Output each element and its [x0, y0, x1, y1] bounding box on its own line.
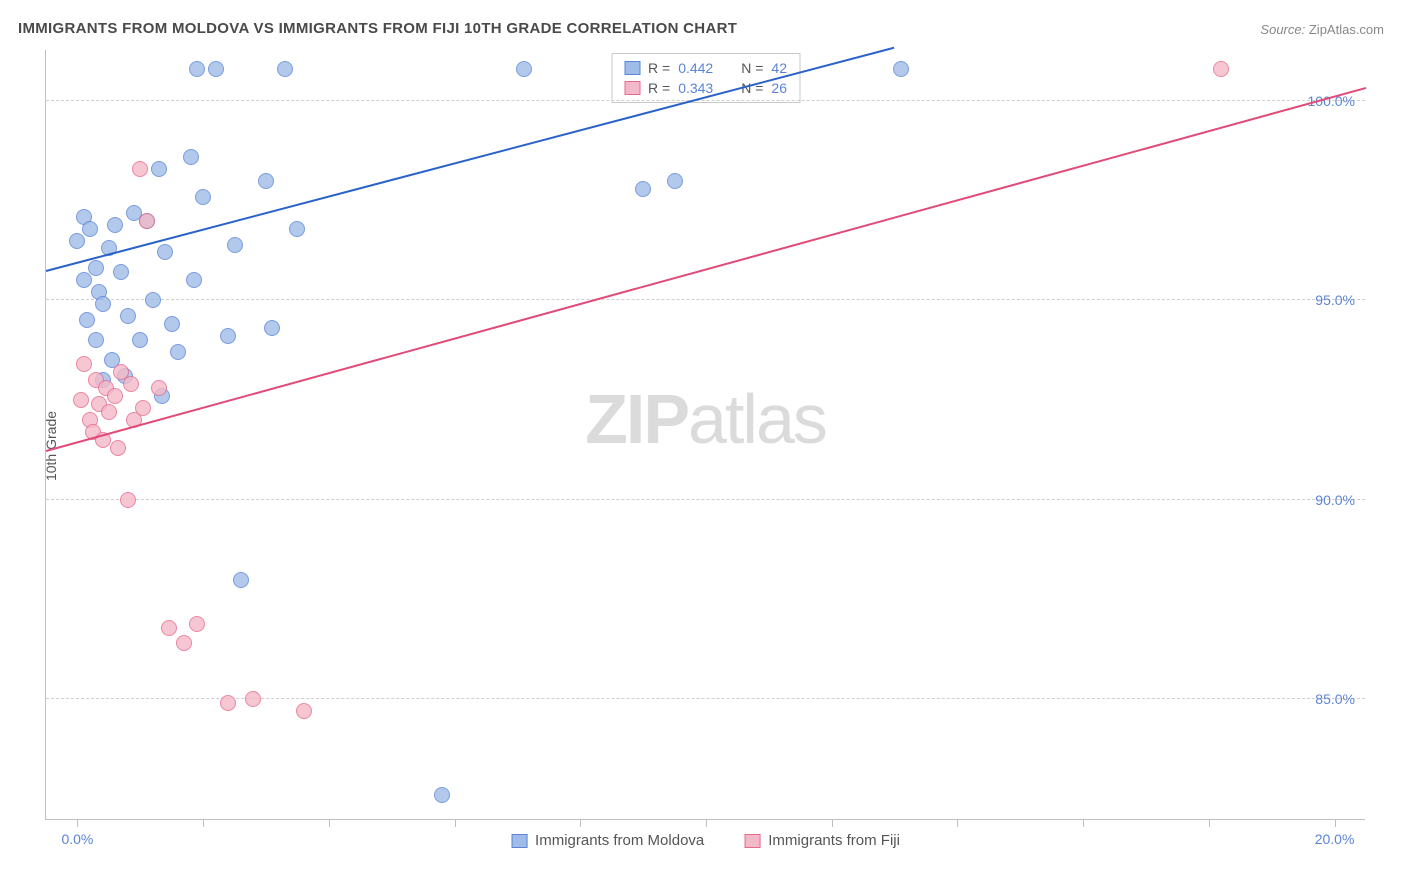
x-tick — [1083, 819, 1084, 827]
data-point — [220, 328, 236, 344]
r-label: R = — [648, 80, 670, 96]
data-point — [170, 344, 186, 360]
data-point — [296, 703, 312, 719]
data-point — [113, 264, 129, 280]
data-point — [151, 161, 167, 177]
data-point — [69, 233, 85, 249]
data-point — [667, 173, 683, 189]
n-value: 42 — [771, 60, 787, 76]
data-point — [132, 161, 148, 177]
watermark: ZIPatlas — [585, 379, 826, 459]
x-tick — [957, 819, 958, 827]
legend-stats-row: R = 0.442 N = 42 — [612, 58, 799, 78]
data-point — [145, 292, 161, 308]
data-point — [195, 189, 211, 205]
n-label: N = — [741, 60, 763, 76]
data-point — [79, 312, 95, 328]
source-attribution: Source: ZipAtlas.com — [1260, 22, 1384, 37]
scatter-plot-area: ZIPatlas R =0.442N =42R =0.343N =26 Immi… — [45, 50, 1365, 820]
data-point — [434, 787, 450, 803]
source-label: Source: — [1260, 22, 1305, 37]
data-point — [123, 376, 139, 392]
trend-line — [46, 87, 1367, 452]
data-point — [107, 388, 123, 404]
x-tick — [203, 819, 204, 827]
x-tick-label: 0.0% — [61, 831, 93, 847]
r-value: 0.343 — [678, 80, 713, 96]
legend-swatch — [624, 61, 640, 75]
y-tick-label: 90.0% — [1315, 492, 1355, 508]
legend-series: Immigrants from Moldova Immigrants from F… — [511, 832, 900, 849]
source-link[interactable]: ZipAtlas.com — [1309, 22, 1384, 37]
gridline — [46, 499, 1365, 500]
legend-swatch — [744, 834, 760, 848]
r-value: 0.442 — [678, 60, 713, 76]
x-tick — [580, 819, 581, 827]
trend-line — [46, 47, 895, 272]
data-point — [233, 572, 249, 588]
legend-series-label: Immigrants from Moldova — [535, 832, 704, 849]
x-tick — [329, 819, 330, 827]
data-point — [258, 173, 274, 189]
legend-swatch — [624, 81, 640, 95]
data-point — [161, 620, 177, 636]
data-point — [73, 392, 89, 408]
x-tick — [1335, 819, 1336, 827]
data-point — [227, 237, 243, 253]
data-point — [176, 635, 192, 651]
data-point — [183, 149, 199, 165]
x-tick — [1209, 819, 1210, 827]
chart-title: IMMIGRANTS FROM MOLDOVA VS IMMIGRANTS FR… — [18, 20, 737, 37]
data-point — [151, 380, 167, 396]
data-point — [120, 308, 136, 324]
data-point — [157, 244, 173, 260]
data-point — [1213, 61, 1229, 77]
n-value: 26 — [771, 80, 787, 96]
data-point — [516, 61, 532, 77]
data-point — [82, 221, 98, 237]
data-point — [208, 61, 224, 77]
x-tick-label: 20.0% — [1315, 831, 1355, 847]
r-label: R = — [648, 60, 670, 76]
x-tick — [77, 819, 78, 827]
data-point — [76, 272, 92, 288]
data-point — [189, 61, 205, 77]
data-point — [264, 320, 280, 336]
watermark-rest: atlas — [688, 380, 826, 458]
data-point — [110, 440, 126, 456]
gridline — [46, 100, 1365, 101]
data-point — [139, 213, 155, 229]
gridline — [46, 698, 1365, 699]
data-point — [76, 356, 92, 372]
data-point — [101, 404, 117, 420]
legend-series-label: Immigrants from Fiji — [768, 832, 900, 849]
watermark-bold: ZIP — [585, 380, 688, 458]
data-point — [189, 616, 205, 632]
gridline — [46, 299, 1365, 300]
x-tick — [832, 819, 833, 827]
data-point — [120, 492, 136, 508]
data-point — [186, 272, 202, 288]
data-point — [289, 221, 305, 237]
y-tick-label: 85.0% — [1315, 691, 1355, 707]
data-point — [164, 316, 180, 332]
data-point — [135, 400, 151, 416]
data-point — [220, 695, 236, 711]
data-point — [132, 332, 148, 348]
data-point — [88, 260, 104, 276]
data-point — [95, 296, 111, 312]
data-point — [245, 691, 261, 707]
data-point — [88, 332, 104, 348]
y-tick-label: 95.0% — [1315, 292, 1355, 308]
legend-series-item: Immigrants from Fiji — [744, 832, 900, 849]
data-point — [107, 217, 123, 233]
legend-swatch — [511, 834, 527, 848]
data-point — [635, 181, 651, 197]
legend-series-item: Immigrants from Moldova — [511, 832, 704, 849]
data-point — [893, 61, 909, 77]
data-point — [277, 61, 293, 77]
x-tick — [706, 819, 707, 827]
x-tick — [455, 819, 456, 827]
